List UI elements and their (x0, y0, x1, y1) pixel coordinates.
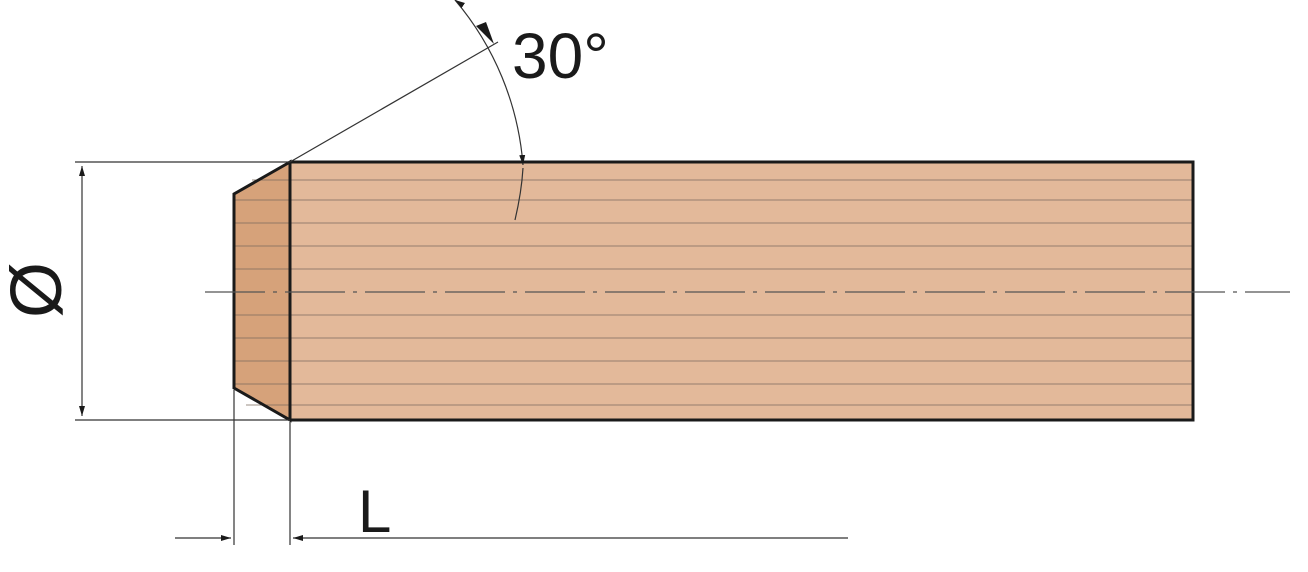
length-label: L (358, 478, 391, 545)
dowel-body (290, 162, 1193, 420)
chamfer-end (234, 162, 290, 420)
angle-arrow-top (476, 22, 494, 44)
angle-label: 30° (512, 20, 609, 92)
angle-dimension (289, 0, 526, 221)
diameter-dimension (75, 161, 290, 421)
length-dimension (175, 390, 848, 545)
dowel-outline (232, 159, 1195, 423)
wood-grain-lines (234, 179, 1193, 406)
diameter-symbol-label: Ø (0, 262, 77, 318)
